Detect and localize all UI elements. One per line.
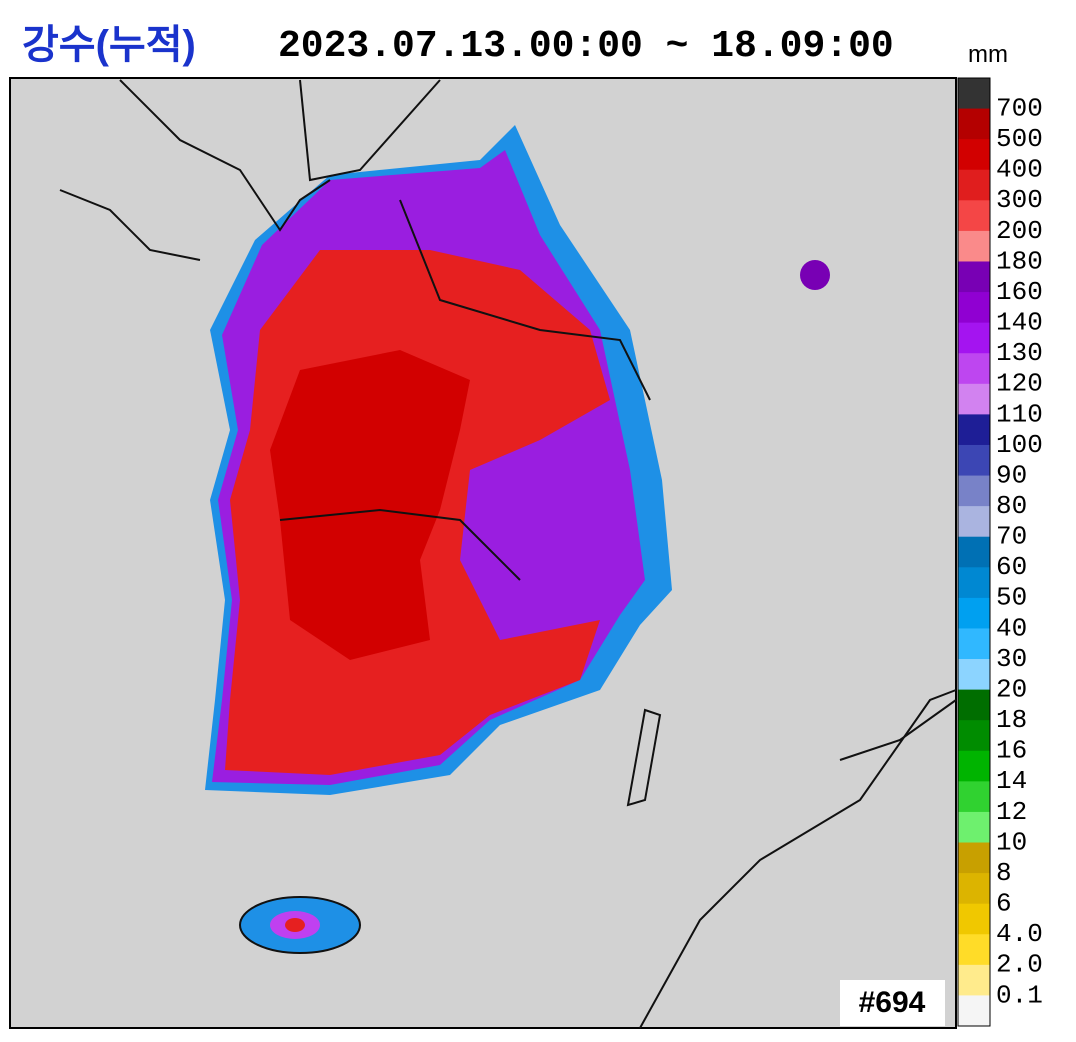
legend-swatch — [958, 781, 990, 813]
legend-swatch — [958, 261, 990, 293]
badge: #694 — [859, 986, 926, 1019]
legend-swatch — [958, 169, 990, 201]
legend-swatch — [958, 230, 990, 262]
legend-swatch — [958, 689, 990, 721]
legend-label: 10 — [996, 827, 1027, 857]
legend-label: 700 — [996, 93, 1043, 123]
legend-swatch — [958, 383, 990, 415]
legend-label: 50 — [996, 583, 1027, 613]
legend-swatch — [958, 108, 990, 140]
legend-swatch — [958, 353, 990, 385]
legend-swatch — [958, 903, 990, 935]
legend-swatch — [958, 964, 990, 996]
legend-swatch — [958, 628, 990, 660]
legend-swatch — [958, 720, 990, 752]
legend-label: 110 — [996, 399, 1043, 429]
legend-swatch — [958, 200, 990, 232]
legend-label: 20 — [996, 674, 1027, 704]
legend-swatch — [958, 873, 990, 905]
legend-label: 130 — [996, 338, 1043, 368]
legend-label: 90 — [996, 460, 1027, 490]
legend-swatch — [958, 322, 990, 354]
legend-label: 60 — [996, 552, 1027, 582]
legend-frame — [957, 77, 991, 1027]
legend-label: 120 — [996, 369, 1043, 399]
legend-swatch — [958, 506, 990, 538]
badge-box — [840, 980, 945, 1026]
legend-label: 160 — [996, 277, 1043, 307]
legend-label: 40 — [996, 613, 1027, 643]
legend-label: 500 — [996, 124, 1043, 154]
legend-swatch — [958, 78, 990, 110]
legend-label: 16 — [996, 736, 1027, 766]
legend-label: 100 — [996, 430, 1043, 460]
legend-swatch — [958, 995, 990, 1027]
legend-swatch — [958, 842, 990, 874]
unit: mm — [968, 41, 1008, 68]
legend-label: 8 — [996, 858, 1012, 888]
period: 2023.07.13.00:00 ~ 18.09:00 — [278, 25, 894, 68]
legend-label: 4.0 — [996, 919, 1043, 949]
legend-label: 2.0 — [996, 950, 1043, 980]
legend: 7005004003002001801601401301201101009080… — [957, 77, 1043, 1027]
legend-swatch — [958, 567, 990, 599]
legend-label: 6 — [996, 889, 1012, 919]
legend-swatch — [958, 750, 990, 782]
legend-swatch — [958, 536, 990, 568]
legend-label: 14 — [996, 766, 1027, 796]
legend-swatch — [958, 444, 990, 477]
legend-label: 70 — [996, 522, 1027, 552]
legend-swatch — [958, 292, 990, 324]
legend-swatch — [958, 414, 990, 446]
legend-swatch — [958, 475, 990, 507]
legend-label: 400 — [996, 155, 1043, 185]
legend-label: 18 — [996, 705, 1027, 735]
legend-swatch — [958, 659, 990, 691]
legend-label: 140 — [996, 308, 1043, 338]
legend-swatch — [958, 811, 990, 844]
legend-label: 12 — [996, 797, 1027, 827]
legend-label: 200 — [996, 216, 1043, 246]
legend-label: 180 — [996, 246, 1043, 276]
legend-label: 80 — [996, 491, 1027, 521]
legend-swatch — [958, 934, 990, 966]
legend-label: 300 — [996, 185, 1043, 215]
legend-label: 30 — [996, 644, 1027, 674]
legend-swatch — [958, 139, 990, 171]
title: 강수(누적) — [22, 23, 196, 67]
legend-label: 0.1 — [996, 980, 1043, 1010]
legend-swatch — [958, 597, 990, 629]
map: #694 — [9, 77, 957, 1029]
